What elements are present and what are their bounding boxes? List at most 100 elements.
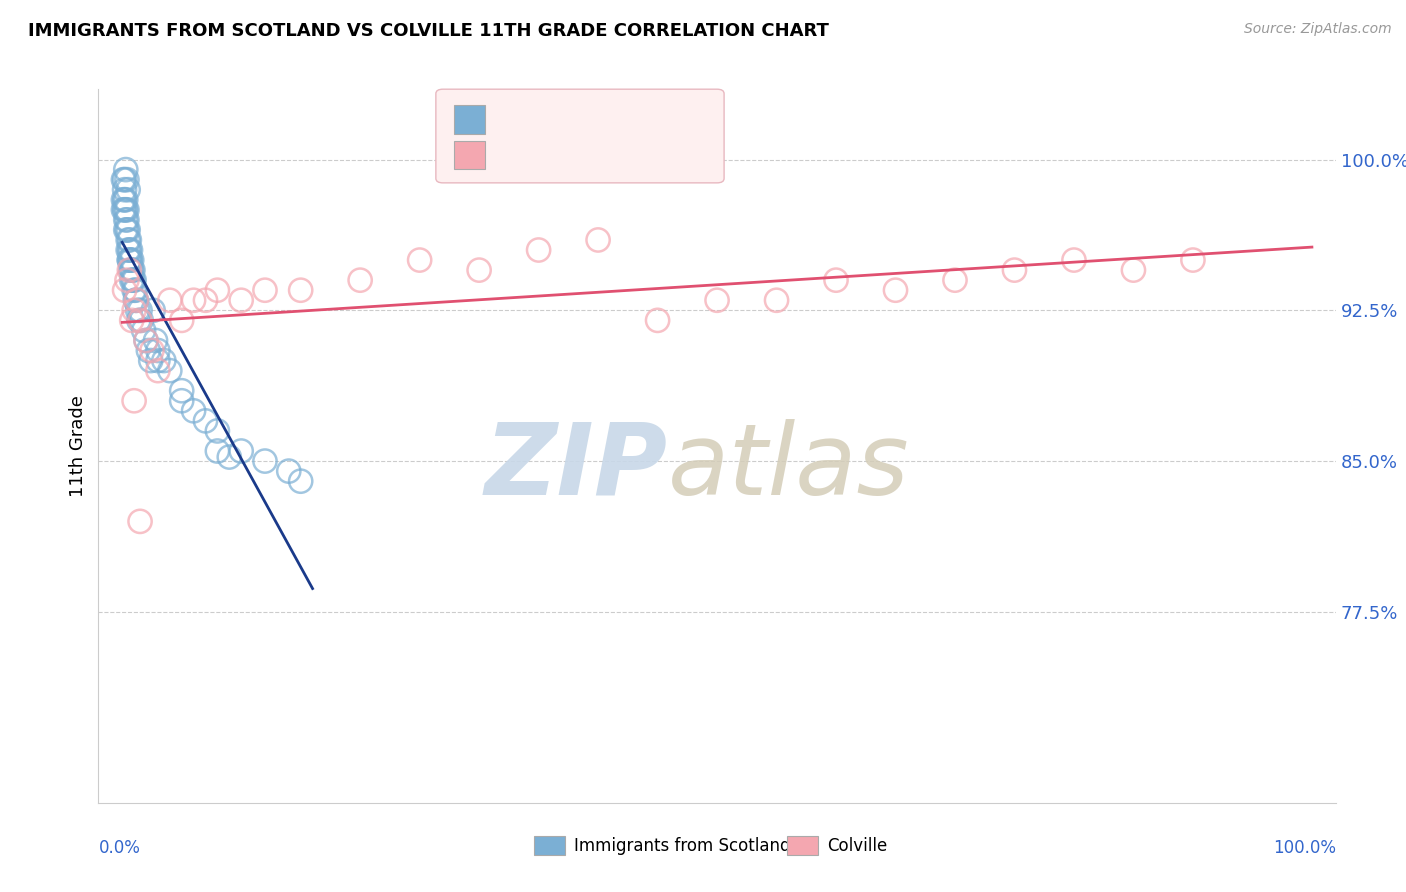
Point — [114, 212, 136, 227]
Text: ZIP: ZIP — [485, 419, 668, 516]
Point — [118, 263, 141, 277]
Point — [114, 183, 136, 197]
Point — [114, 162, 136, 177]
Point — [170, 313, 193, 327]
Point — [118, 243, 141, 257]
Point — [349, 273, 371, 287]
Point — [114, 172, 136, 186]
Point — [135, 334, 157, 348]
Point — [1063, 253, 1085, 268]
Point — [825, 273, 848, 287]
Point — [125, 293, 148, 308]
Text: N = 35: N = 35 — [614, 152, 688, 170]
Point — [115, 273, 138, 287]
Point — [115, 223, 138, 237]
Point — [120, 253, 142, 268]
Point — [884, 283, 907, 297]
Point — [114, 283, 136, 297]
Point — [1122, 263, 1144, 277]
Point — [128, 313, 150, 327]
Point — [183, 293, 205, 308]
Point — [408, 253, 430, 268]
Point — [121, 273, 143, 287]
Point — [117, 183, 139, 197]
Point — [114, 223, 136, 237]
Point — [112, 172, 135, 186]
Point — [120, 243, 142, 257]
Point — [170, 393, 193, 408]
Text: N = 64: N = 64 — [614, 116, 688, 135]
Point — [117, 243, 139, 257]
Point — [112, 193, 135, 207]
Point — [145, 334, 167, 348]
Point — [1181, 253, 1204, 268]
Point — [159, 293, 181, 308]
Point — [115, 202, 138, 217]
Point — [114, 193, 136, 207]
Point — [132, 323, 155, 337]
Point — [114, 202, 136, 217]
Point — [290, 283, 312, 297]
Point — [122, 273, 145, 287]
Point — [124, 283, 146, 297]
Text: atlas: atlas — [668, 419, 910, 516]
Point — [117, 223, 139, 237]
Point — [125, 293, 148, 308]
Text: IMMIGRANTS FROM SCOTLAND VS COLVILLE 11TH GRADE CORRELATION CHART: IMMIGRANTS FROM SCOTLAND VS COLVILLE 11T… — [28, 22, 830, 40]
Text: 0.0%: 0.0% — [98, 839, 141, 857]
Point — [122, 393, 145, 408]
Point — [118, 253, 141, 268]
Point — [127, 303, 149, 318]
Point — [218, 450, 240, 464]
Point — [207, 424, 229, 438]
Text: R = 0.340: R = 0.340 — [494, 116, 600, 135]
Point — [118, 233, 141, 247]
Point — [129, 303, 152, 318]
Point — [146, 363, 169, 377]
Text: 100.0%: 100.0% — [1272, 839, 1336, 857]
Point — [124, 293, 146, 308]
Y-axis label: 11th Grade: 11th Grade — [69, 395, 87, 497]
Point — [120, 263, 142, 277]
Text: Colville: Colville — [827, 837, 887, 855]
Point — [706, 293, 728, 308]
Point — [122, 283, 145, 297]
Point — [122, 263, 145, 277]
Point — [527, 243, 550, 257]
Point — [129, 515, 152, 529]
Point — [122, 273, 145, 287]
Point — [647, 313, 669, 327]
Point — [146, 343, 169, 358]
Point — [117, 233, 139, 247]
Point — [112, 202, 135, 217]
Point — [170, 384, 193, 398]
Point — [139, 353, 162, 368]
Point — [943, 273, 966, 287]
Point — [207, 283, 229, 297]
Point — [115, 172, 138, 186]
Point — [183, 404, 205, 418]
Point — [118, 253, 141, 268]
Point — [468, 263, 491, 277]
Point — [231, 444, 253, 458]
Point — [1004, 263, 1026, 277]
Point — [153, 353, 176, 368]
Point — [121, 253, 143, 268]
Point — [114, 193, 136, 207]
Point — [129, 313, 152, 327]
Point — [146, 353, 169, 368]
Point — [129, 313, 152, 327]
Point — [290, 474, 312, 488]
Text: R = 0.358: R = 0.358 — [494, 152, 600, 170]
Text: Source: ZipAtlas.com: Source: ZipAtlas.com — [1244, 22, 1392, 37]
Point — [114, 202, 136, 217]
Point — [135, 334, 157, 348]
Point — [231, 293, 253, 308]
Point — [207, 444, 229, 458]
Point — [194, 414, 217, 428]
Point — [765, 293, 787, 308]
Point — [138, 343, 160, 358]
Point — [142, 303, 165, 318]
Point — [159, 363, 181, 377]
Point — [121, 263, 143, 277]
